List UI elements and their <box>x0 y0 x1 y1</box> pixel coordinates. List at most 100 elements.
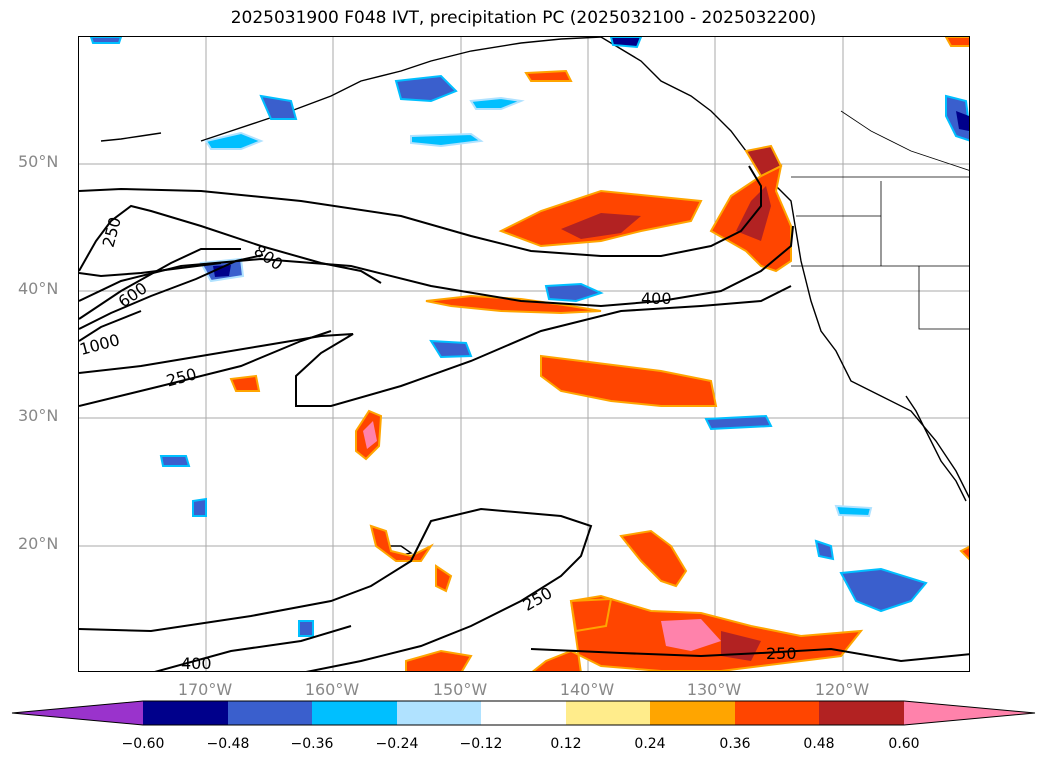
coastlines <box>100 37 969 557</box>
ivt-contour-250-west <box>79 204 382 284</box>
colorbar-segment <box>397 701 481 725</box>
precip-pos-south-core <box>661 619 721 651</box>
ivt-contour-400 <box>79 225 794 308</box>
lat-label-40n: 40°N <box>18 279 59 298</box>
precip-pos-vancouver-island <box>744 144 783 178</box>
colorbar-segment <box>735 701 819 725</box>
precip-neg-aleutian-a <box>259 94 298 120</box>
lat-label-20n: 20°N <box>18 534 59 553</box>
colorbar-outline <box>11 700 1036 726</box>
ivt-contour-800 <box>79 254 264 330</box>
precip-pos-17n <box>619 529 688 588</box>
contour-label-250-c: 250 <box>520 583 556 615</box>
ivt-contours <box>79 165 969 671</box>
precip-neg-23n <box>192 497 207 517</box>
precip-pos-40n-band <box>425 294 602 315</box>
ivt-contour-250-south-a <box>79 285 792 407</box>
colorbar-tick-label: 0.12 <box>550 736 582 752</box>
precip-pos-33n <box>540 354 718 407</box>
lat-label-50n: 50°N <box>18 152 59 171</box>
contour-label-250-d: 250 <box>766 644 797 663</box>
precip-neg-40n-mid <box>544 282 604 303</box>
colorbar-segment <box>228 701 312 725</box>
ivt-contour-400-low <box>154 625 352 671</box>
precip-neg-alaska-gulf <box>394 74 458 103</box>
contour-label-400: 400 <box>641 289 672 308</box>
contour-label-600: 600 <box>115 278 151 311</box>
coastline-aleutian-a <box>100 132 162 142</box>
political-borders <box>791 110 969 330</box>
colorbar-extend-high <box>904 701 1035 725</box>
colorbar-extend-low <box>12 701 143 725</box>
precip-pos-28n-core <box>363 421 377 449</box>
lon-label-170w: 170°W <box>177 680 233 699</box>
colorbar <box>11 700 1036 726</box>
lon-label-160w: 160°W <box>304 680 360 699</box>
precip-pos-14n <box>435 564 453 593</box>
colorbar-segments <box>12 701 1035 725</box>
ivt-contour-250-low <box>79 507 593 671</box>
precip-pos-sw-band <box>405 649 473 671</box>
precip-neg-top-a <box>89 37 123 44</box>
ivt-contour-250-north <box>79 165 762 257</box>
lon-label-120w: 120°W <box>814 680 870 699</box>
border-bc <box>840 110 969 171</box>
precip-neg-23n-east <box>834 504 873 518</box>
colorbar-tick-label: 0.36 <box>719 736 751 752</box>
lat-label-30n: 30°N <box>18 406 59 425</box>
lon-label-140w: 140°W <box>559 680 615 699</box>
contour-label-800: 800 <box>251 241 287 274</box>
colorbar-segment <box>312 701 397 725</box>
map-title: 2025031900 F048 IVT, precipitation PC (2… <box>230 8 817 28</box>
precip-neg-15n <box>298 620 314 637</box>
precip-neg-ne-core <box>956 111 969 131</box>
coastline-alaska-south <box>200 37 602 142</box>
colorbar-segment <box>481 701 566 725</box>
precip-negative-areas <box>89 37 969 637</box>
colorbar-tick-label: −0.48 <box>206 736 250 752</box>
precip-neg-top-b <box>609 37 643 49</box>
contour-label-400-low: 400 <box>181 654 212 672</box>
ivt-contour-250-sse <box>530 647 969 663</box>
colorbar-tick-label: 0.48 <box>803 736 835 752</box>
colorbar-tick-label: 0.60 <box>888 736 920 752</box>
precip-neg-36n <box>429 339 473 359</box>
colorbar-segment <box>566 701 650 725</box>
precip-pos-15n-east <box>959 545 969 561</box>
contour-label-1000: 1000 <box>79 330 122 359</box>
colorbar-segment <box>819 701 904 725</box>
ivt-contour-250-inner <box>79 262 222 278</box>
precip-neg-gulf-b <box>410 132 484 148</box>
lon-label-150w: 150°W <box>432 680 488 699</box>
precip-neg-29n-east <box>704 414 773 431</box>
ivt-contour-250-south-b <box>79 330 332 407</box>
precip-neg-21n-east <box>814 539 835 561</box>
precip-neg-aleutian-b <box>204 131 264 150</box>
precip-pos-north-box <box>524 69 573 82</box>
colorbar-segment <box>143 701 228 725</box>
map-panel: 250 600 800 1000 250 400 250 250 400 <box>78 36 970 672</box>
precip-neg-top-c <box>469 96 525 110</box>
precip-neg-26n <box>159 455 191 467</box>
coastline-north-america <box>600 37 969 499</box>
colorbar-tick-label: −0.60 <box>121 736 165 752</box>
precip-pos-19n-cluster <box>369 524 434 562</box>
precip-neg-41n-core <box>213 265 231 277</box>
colorbar-tick-label: −0.24 <box>375 736 419 752</box>
ivt-contour-1000 <box>79 310 142 342</box>
precip-pos-33n-west <box>229 374 261 392</box>
lon-label-130w: 130°W <box>686 680 742 699</box>
ivt-contour-600 <box>79 248 241 320</box>
contour-label-250-b: 250 <box>164 364 198 390</box>
map-svg: 250 600 800 1000 250 400 250 250 400 <box>79 37 969 672</box>
precip-pos-ne-corner <box>944 37 969 47</box>
precip-pos-south-sw <box>569 597 613 633</box>
contour-label-250-a: 250 <box>99 215 125 249</box>
colorbar-tick-label: 0.24 <box>634 736 666 752</box>
border-idaho <box>918 266 969 330</box>
precip-pos-ne-pacific-core <box>561 213 641 239</box>
colorbar-tick-label: −0.36 <box>290 736 334 752</box>
colorbar-tick-label: −0.12 <box>459 736 503 752</box>
coastline-baja <box>905 395 967 502</box>
colorbar-segment <box>650 701 735 725</box>
